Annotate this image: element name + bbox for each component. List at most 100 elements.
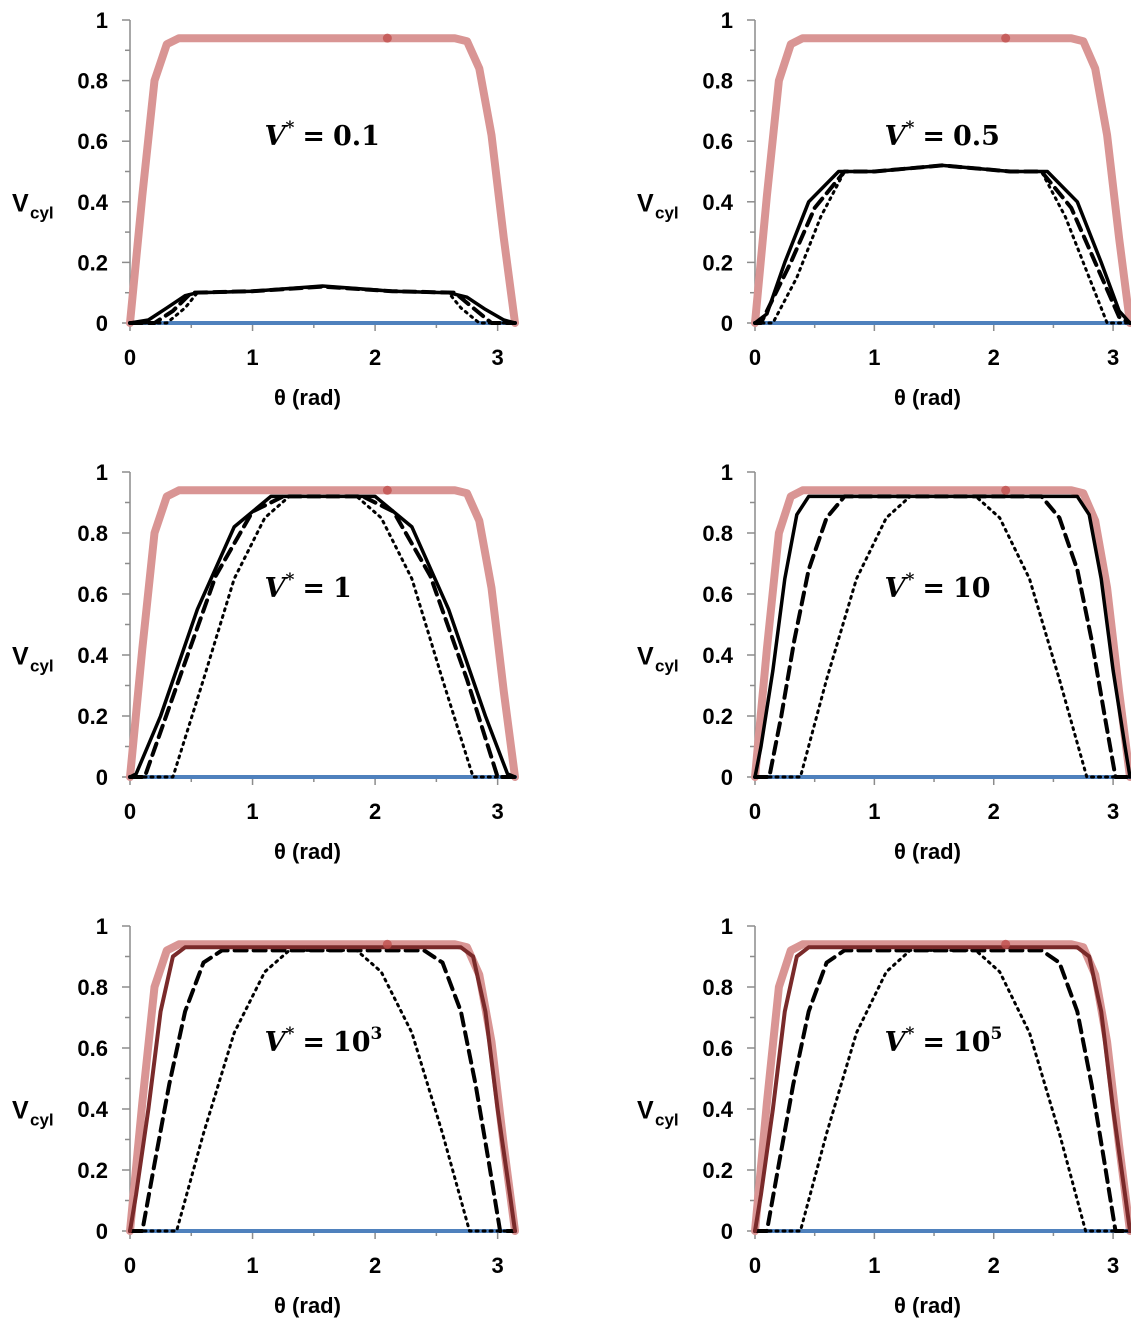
series-marker bbox=[382, 485, 392, 495]
y-tick-label: 1 bbox=[721, 8, 733, 33]
y-tick-label: 0.6 bbox=[702, 582, 733, 607]
annotation-operator: = bbox=[922, 121, 945, 152]
y-axis-title-subscript: cyl bbox=[655, 1111, 679, 1130]
series-line-dark bbox=[128, 945, 517, 1233]
annotation-symbol: V bbox=[265, 573, 289, 604]
x-axis-title: θ (rad) bbox=[894, 839, 961, 864]
y-axis-title-subscript: cyl bbox=[655, 204, 679, 223]
y-tick-label: 0 bbox=[721, 1219, 733, 1244]
y-tick-label: 1 bbox=[96, 8, 108, 33]
x-tick-label: 1 bbox=[246, 345, 258, 370]
series-line-pink bbox=[751, 940, 1131, 1235]
y-tick-label: 0 bbox=[721, 765, 733, 790]
v-star-annotation: V* = 0.1 bbox=[265, 118, 380, 152]
annotation-superscript: * bbox=[285, 1024, 294, 1044]
y-tick-label: 0.4 bbox=[77, 1097, 108, 1122]
x-axis-title: θ (rad) bbox=[894, 385, 961, 410]
x-tick-label: 3 bbox=[492, 345, 504, 370]
x-tick-label: 0 bbox=[124, 345, 136, 370]
y-tick-label: 0.2 bbox=[77, 1158, 108, 1183]
series-line-dotted bbox=[753, 494, 1131, 779]
annotation-superscript: * bbox=[285, 118, 294, 138]
y-axis-title: V bbox=[12, 643, 29, 671]
y-tick-label: 0.8 bbox=[77, 521, 108, 546]
annotation-value: 1 bbox=[333, 573, 352, 604]
y-tick-label: 0.4 bbox=[77, 190, 108, 215]
y-tick-label: 0.8 bbox=[702, 521, 733, 546]
annotation-symbol: V bbox=[265, 121, 289, 152]
annotation-superscript: * bbox=[905, 118, 914, 138]
x-tick-label: 1 bbox=[868, 799, 880, 824]
x-tick-label: 2 bbox=[369, 799, 381, 824]
y-axis-title: V bbox=[12, 1097, 29, 1125]
series-line-dotted bbox=[753, 948, 1131, 1233]
y-axis-title: V bbox=[637, 190, 654, 218]
x-tick-label: 3 bbox=[492, 1253, 504, 1278]
y-tick-label: 0 bbox=[96, 311, 108, 336]
series-line-pink bbox=[751, 486, 1131, 781]
x-tick-label: 0 bbox=[124, 799, 136, 824]
x-tick-label: 0 bbox=[749, 345, 761, 370]
x-tick-label: 3 bbox=[1107, 1253, 1119, 1278]
annotation-superscript: * bbox=[905, 1024, 914, 1044]
y-tick-label: 0.2 bbox=[77, 250, 108, 275]
x-tick-label: 2 bbox=[988, 799, 1000, 824]
x-tick-label: 3 bbox=[1107, 345, 1119, 370]
series-line-dashed bbox=[128, 948, 517, 1233]
annotation-exponent: 3 bbox=[371, 1024, 383, 1044]
annotation-operator: = bbox=[302, 1027, 325, 1058]
series-line-dashed bbox=[128, 494, 517, 779]
x-tick-label: 0 bbox=[749, 1253, 761, 1278]
annotation-value: 0.5 bbox=[953, 121, 1000, 152]
annotation-symbol: V bbox=[885, 573, 909, 604]
annotation-operator: = bbox=[922, 573, 945, 604]
y-tick-label: 1 bbox=[96, 914, 108, 939]
series-line-pink bbox=[126, 940, 519, 1235]
x-tick-label: 3 bbox=[1107, 799, 1119, 824]
y-tick-label: 0 bbox=[721, 311, 733, 336]
y-tick-label: 0.8 bbox=[77, 69, 108, 94]
y-tick-label: 0.2 bbox=[702, 1158, 733, 1183]
series-line-dotted bbox=[128, 948, 517, 1233]
annotation-superscript: * bbox=[905, 570, 914, 590]
series-line-solid bbox=[753, 494, 1131, 779]
series-marker bbox=[1001, 485, 1011, 495]
x-tick-label: 1 bbox=[868, 1253, 880, 1278]
y-tick-label: 0.6 bbox=[702, 129, 733, 154]
y-tick-label: 0 bbox=[96, 1219, 108, 1244]
y-tick-label: 0.8 bbox=[702, 69, 733, 94]
y-tick-label: 0.6 bbox=[77, 129, 108, 154]
y-axis-title-subscript: cyl bbox=[30, 657, 54, 676]
x-tick-label: 2 bbox=[988, 1253, 1000, 1278]
y-axis-title-subscript: cyl bbox=[30, 1111, 54, 1130]
v-star-annotation: V* = 1 bbox=[265, 570, 352, 604]
annotation-symbol: V bbox=[265, 1027, 289, 1058]
y-tick-label: 1 bbox=[721, 914, 733, 939]
annotation-superscript: * bbox=[285, 570, 294, 590]
annotation-value: 0.1 bbox=[333, 121, 380, 152]
series-line-dashed bbox=[753, 948, 1131, 1233]
y-axis-title: V bbox=[12, 190, 29, 218]
y-tick-label: 1 bbox=[721, 460, 733, 485]
x-axis-title: θ (rad) bbox=[894, 1293, 961, 1318]
y-tick-label: 0.4 bbox=[77, 643, 108, 668]
x-tick-label: 0 bbox=[749, 799, 761, 824]
x-tick-label: 2 bbox=[369, 345, 381, 370]
annotation-operator: = bbox=[302, 573, 325, 604]
v-star-annotation: V* = 0.5 bbox=[885, 118, 1000, 152]
x-tick-label: 0 bbox=[124, 1253, 136, 1278]
series-line-dotted bbox=[753, 163, 1131, 325]
y-axis-title-subscript: cyl bbox=[30, 204, 54, 223]
series-line-solid bbox=[753, 163, 1131, 325]
x-tick-label: 1 bbox=[868, 345, 880, 370]
